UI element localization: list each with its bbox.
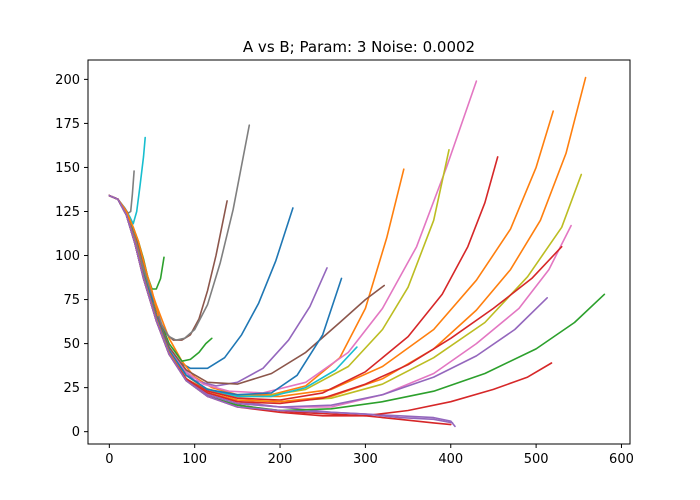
chart-title: A vs B; Param: 3 Noise: 0.0002: [243, 38, 475, 56]
y-tick-label: 75: [63, 293, 80, 308]
y-tick-label: 200: [55, 73, 80, 88]
x-tick-label: 500: [524, 452, 549, 467]
plot-lines: [108, 76, 606, 428]
y-tick-label: 50: [63, 337, 80, 352]
x-axis: 0 100 200 300 400 500 600: [105, 444, 634, 467]
y-tick-label: 125: [55, 205, 80, 220]
x-tick-label: 300: [353, 452, 378, 467]
x-tick-label: 200: [268, 452, 293, 467]
y-tick-label: 100: [55, 249, 80, 264]
y-tick-label: 150: [55, 161, 80, 176]
x-tick-label: 100: [182, 452, 207, 467]
series-line-26: [108, 194, 159, 317]
y-tick-label: 0: [72, 425, 80, 440]
y-axis: 0 25 50 75 100 125 150 175 200: [55, 73, 88, 440]
x-tick-label: 400: [438, 452, 463, 467]
y-tick-label: 25: [63, 381, 80, 396]
x-tick-label: 0: [105, 452, 113, 467]
x-tick-label: 600: [609, 452, 634, 467]
y-tick-label: 175: [55, 117, 80, 132]
series-line-28: [108, 194, 454, 424]
plot-frame: [87, 59, 631, 445]
